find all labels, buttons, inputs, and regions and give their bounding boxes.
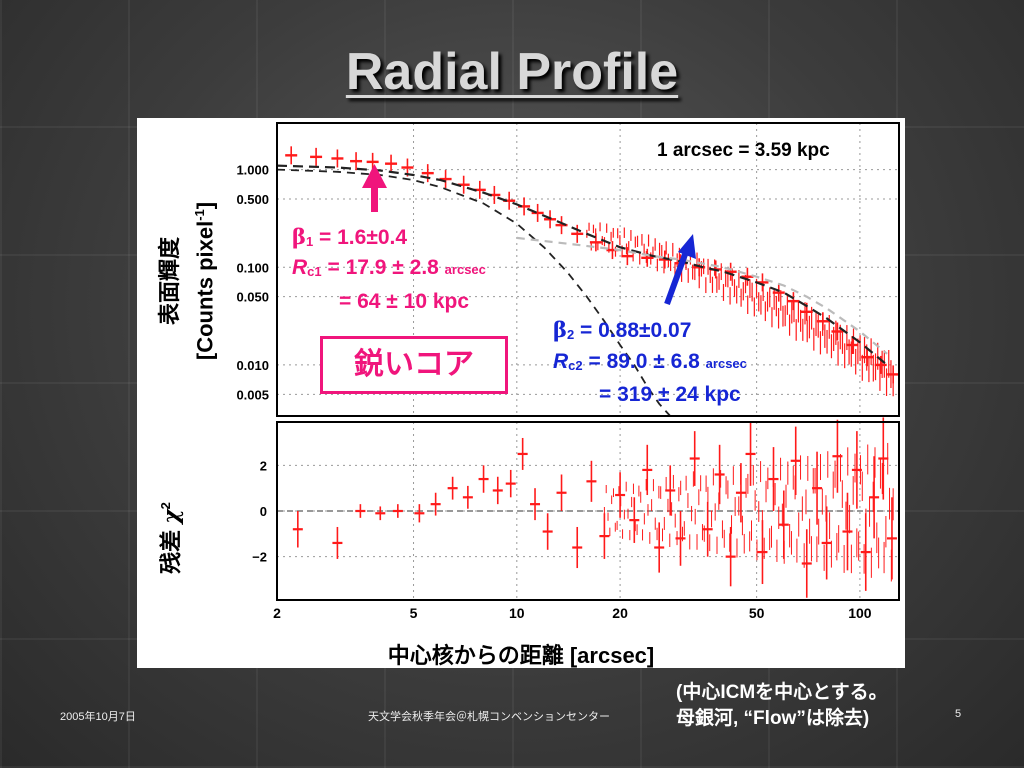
data-point [741,267,754,286]
bottom-data-marks [277,417,899,598]
residual-point [665,465,676,516]
residual-point [629,497,640,543]
data-point [846,335,859,354]
residual-point [654,522,665,573]
chart-panel: 1.000 0.500 0.100 0.050 0.010 0.005 2 0 −2 2 5 10 20… [137,118,905,668]
x-tick-label: 10 [509,605,525,621]
rc1-annotation: Rc1 = 17.9 ± 2.8 arcsec [292,256,486,279]
y-tick-label: 2 [260,458,267,473]
footnote: (中心ICMを中心とする。 母銀河, “Flow”は除去) [676,680,888,732]
rc2-annotation: Rc2 = 89.0 ± 6.8 arcsec [553,350,747,373]
residual-point [599,513,610,559]
y-axis-label-top: 表面輝度 [Counts pixel-1] [155,171,217,391]
top-data-marks [276,146,900,417]
y-tick-label: −2 [252,550,267,565]
data-point [350,152,363,171]
data-point [621,247,634,266]
residual-point [790,426,801,496]
residual-point [842,492,853,571]
y-axis-label-top-jp: 表面輝度 [157,237,182,326]
beta2-annotation: β2 = 0.88±0.07 [553,317,692,342]
residual-point [586,460,597,502]
residual-point [478,465,489,493]
bottom-frame [276,421,900,601]
residual-point [572,526,583,569]
footer-event: 天文学会秋季年会＠札幌コンベンションセンター [368,711,610,723]
series-model-beta2 [516,236,888,355]
data-point [641,248,654,267]
data-point [571,224,584,243]
y-tick-label: 1.000 [236,163,269,178]
footer-page-number: 5 [955,708,962,720]
residual-point [878,417,889,500]
residual-point [292,511,303,548]
residual-point [615,472,626,518]
residual-point [414,504,425,523]
x-tick-label: 100 [848,605,872,621]
residual-point [430,492,441,516]
residual-point [542,513,553,550]
y-tick-label: 0 [260,504,267,519]
residual-point [462,485,473,509]
x-tick-label: 20 [612,605,628,621]
residual-point [447,476,458,500]
residual-point [886,497,897,580]
top-frame [276,122,900,417]
series-model-total [276,164,888,366]
rc2-kpc-annotation: = 319 ± 24 kpc [599,383,741,406]
y-tick-label: 0.005 [236,387,269,402]
slide-title: Radial Profile [345,43,679,101]
y-tick-label: 0.100 [236,260,269,275]
pink-arrow-head [362,164,387,188]
data-point [331,149,344,168]
blue-arrow-shaft [664,247,690,306]
residual-point [392,504,403,518]
y-axis-label-top-unit: [Counts pixel-1] [192,201,218,361]
rc1-kpc-annotation: = 64 ± 10 kpc [339,290,470,313]
residual-point [869,456,880,539]
arrows [362,164,696,306]
residual-point [725,526,736,587]
footnote-line-1: (中心ICMを中心とする。 [676,682,888,703]
y-tick-label: 0.010 [236,358,269,373]
data-point [439,170,452,189]
residual-point [689,431,700,486]
beta1-annotation: β1 = 1.6±0.4 [292,224,408,249]
residual-point [556,474,567,511]
residual-point [801,529,812,598]
residual-point [505,469,516,498]
pink-arrow-shaft [371,186,378,212]
residual-point [492,476,503,505]
residual-point [745,422,756,486]
y-tick-label: 0.050 [236,290,269,305]
footnote-line-2: 母銀河, “Flow”は除去) [676,708,870,729]
residual-point [332,526,343,559]
x-tick-label: 2 [273,605,281,621]
scale-note: 1 arcsec = 3.59 kpc [657,140,830,161]
data-point [531,203,544,222]
data-point [421,164,434,183]
x-tick-label: 5 [410,605,418,621]
residual-point [355,504,366,518]
residual-point [530,488,541,521]
residual-point [642,444,653,496]
plot-frames [276,122,900,601]
data-point [285,146,298,165]
sharp-core-label: 鋭いコア [320,336,508,394]
residual-point [714,444,725,505]
data-point [385,154,398,173]
residual-point [821,506,832,580]
footer-date: 2005年10月7日 [60,711,136,723]
y-tick-label: 0.500 [236,192,269,207]
x-tick-label: 50 [749,605,765,621]
blue-arrow-head [678,234,696,259]
x-axis-label: 中心核からの距離 [arcsec] [387,643,655,668]
data-point [310,147,323,166]
y-axis-label-bottom: 残差 χ2 [158,502,185,574]
residual-point [517,437,528,470]
residual-point [375,506,386,521]
